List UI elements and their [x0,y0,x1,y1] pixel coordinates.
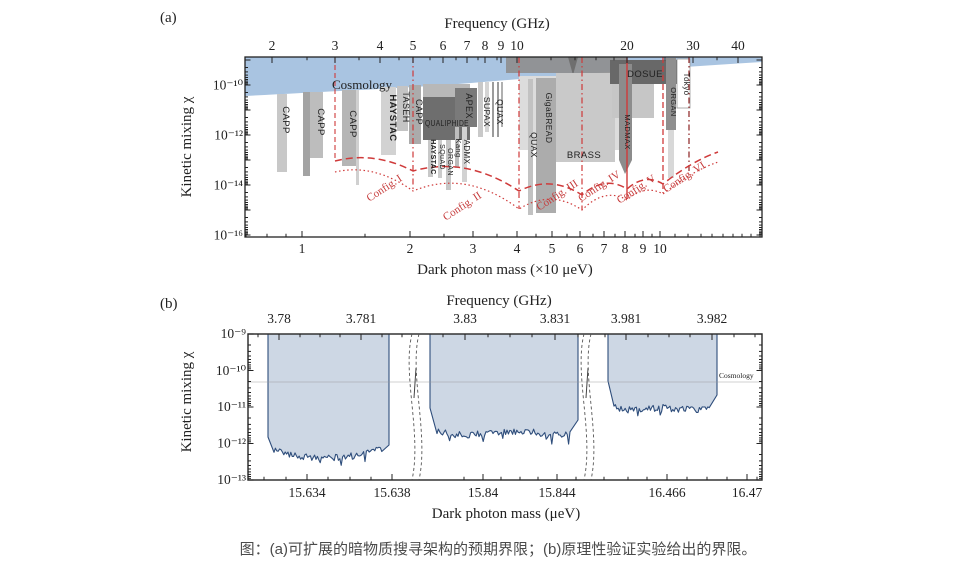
experiment-label: MADMAX [623,114,632,149]
mass-tick: 3 [470,241,477,256]
freq-tick: 3.981 [611,311,641,326]
experiment-labels: CAPP CAPP CAPP HAYSTAC TASEH CAPP QUALIP… [280,69,691,176]
chi-tick: 10⁻¹⁰ [213,78,244,93]
panel-a-y-axis-title: Kinetic mixing χ [179,96,195,197]
freq-tick: 20 [620,38,634,53]
panel-b-freq-tick-labels: 3.78 3.781 3.83 3.831 3.981 3.982 [267,311,727,326]
mass-tick: 9 [640,241,647,256]
mass-tick: 2 [407,241,414,256]
experiment-label: SUPAX [482,97,492,127]
mass-tick: 16.466 [648,485,685,500]
mass-tick: 4 [514,241,521,256]
freq-tick: 40 [731,38,745,53]
experiment-label: GigaBREAD [544,93,554,144]
experiment-label: HAYSTAC [387,94,398,141]
freq-tick: 3.78 [267,311,291,326]
experiment-label: ADMX [462,140,471,165]
freq-tick: 5 [410,38,417,53]
experiment-label: CAPP [315,108,326,135]
chi-tick: 10⁻¹¹ [217,399,246,414]
panel-b: (b) Frequency (GHz) 3.78 3.781 3.83 3.83… [160,293,763,522]
chi-tick: 10⁻¹² [214,128,243,143]
panel-b-top-axis-title: Frequency (GHz) [446,293,551,309]
exclusion-bars [277,58,691,215]
freq-tick: 3.781 [346,311,376,326]
panel-b-tag: (b) [160,296,178,312]
panel-a-ticks [245,57,762,237]
config-label: Config. I [364,172,404,204]
experiment-label: QUAX [529,132,539,158]
mass-tick: 15.844 [538,485,575,500]
experiment-label: CAPP [280,106,291,133]
panel-a-bottom-axis-title: Dark photon mass (×10 μeV) [417,262,593,278]
panel-a-top-axis-title: Frequency (GHz) [444,16,549,32]
freq-tick: 4 [377,38,384,53]
mass-tick: 16.47 [732,485,763,500]
chi-tick: 10⁻⁹ [221,326,247,341]
mass-tick: 15.84 [468,485,499,500]
config-boundary-lines [334,57,690,210]
panel-b-ticks [248,333,762,481]
panel-a-mass-tick-labels: 1 2 3 4 5 6 7 8 9 10 [299,241,667,256]
freq-tick: 7 [464,38,471,53]
experiment-label: QUAX [495,99,505,125]
experiment-label: APEX [464,93,474,119]
figure-caption: 图：(a)可扩展的暗物质搜寻架构的预期界限；(b)原理性验证实验给出的界限。 [239,541,757,558]
axis-break-marks [408,333,595,481]
mass-tick: 15.638 [373,485,410,500]
chi-tick: 10⁻¹⁴ [214,178,244,193]
panel-b-chi-tick-labels: 10⁻⁹ 10⁻¹⁰ 10⁻¹¹ 10⁻¹² 10⁻¹³ [216,326,247,487]
mass-tick: 1 [299,241,306,256]
experiment-label: CAPP [414,99,424,125]
shallow-limit-notch [568,57,578,75]
chi-tick: 10⁻¹² [217,436,246,451]
panel-b-mass-tick-labels: 15.634 15.638 15.84 15.844 16.466 16.47 [288,485,762,500]
experiment-label: ORGAN [669,87,678,117]
freq-tick: 9 [498,38,505,53]
panel-a-freq-tick-labels: 2 3 4 5 6 7 8 9 10 20 30 40 [269,38,745,53]
mass-tick: 6 [577,241,584,256]
experiment-label: SQuAD [438,144,445,170]
chi-tick: 10⁻¹⁰ [216,363,247,378]
freq-tick: 8 [482,38,489,53]
freq-tick: 3 [332,38,339,53]
panel-a: (a) Frequency (GHz) 2 3 4 5 6 7 8 9 10 2… [160,10,763,278]
panel-a-chi-tick-labels: 10⁻¹⁰ 10⁻¹² 10⁻¹⁴ 10⁻¹⁶ [213,78,244,243]
cosmology-limit-label: Cosmology [719,371,754,380]
cosmology-band-label: Cosmology [332,77,392,92]
freq-tick: 3.982 [697,311,727,326]
freq-tick: 2 [269,38,276,53]
experiment-label: HAYSTAC [429,139,436,174]
mass-tick: 5 [549,241,556,256]
experiment-label: BRASS [567,150,601,161]
exclusion-regions [267,333,718,466]
freq-tick: 10 [510,38,524,53]
mass-tick: 8 [622,241,629,256]
chi-tick: 10⁻¹³ [217,472,246,487]
experiment-label: Tokyo [682,73,691,96]
mass-tick: 7 [601,241,608,256]
experiment-label: DOSUE [627,69,663,80]
panel-b-bottom-axis-title: Dark photon mass (μeV) [432,506,580,522]
freq-tick: 3.831 [540,311,570,326]
config-sensitivity-dotted-curve [334,161,719,211]
panel-b-y-axis-title: Kinetic mixing χ [179,351,195,452]
experiment-label: ORGAN [446,148,453,176]
freq-tick: 6 [440,38,447,53]
shallow-limits-top-strip [506,57,627,73]
chi-tick: 10⁻¹⁶ [214,228,244,243]
config-label: Config. II [441,189,484,223]
mass-tick: 15.634 [288,485,325,500]
experiment-label: TASEH [401,91,411,122]
experiment-label: QUALIPHIDE [425,119,469,128]
experiment-label: CAPP [347,110,358,137]
freq-tick: 3.83 [453,311,477,326]
mass-tick: 10 [653,241,667,256]
freq-tick: 30 [686,38,700,53]
panel-a-tag: (a) [160,10,177,26]
experiment-label: Kang [454,138,463,157]
config-sensitivity-dashed-curve [334,151,719,196]
